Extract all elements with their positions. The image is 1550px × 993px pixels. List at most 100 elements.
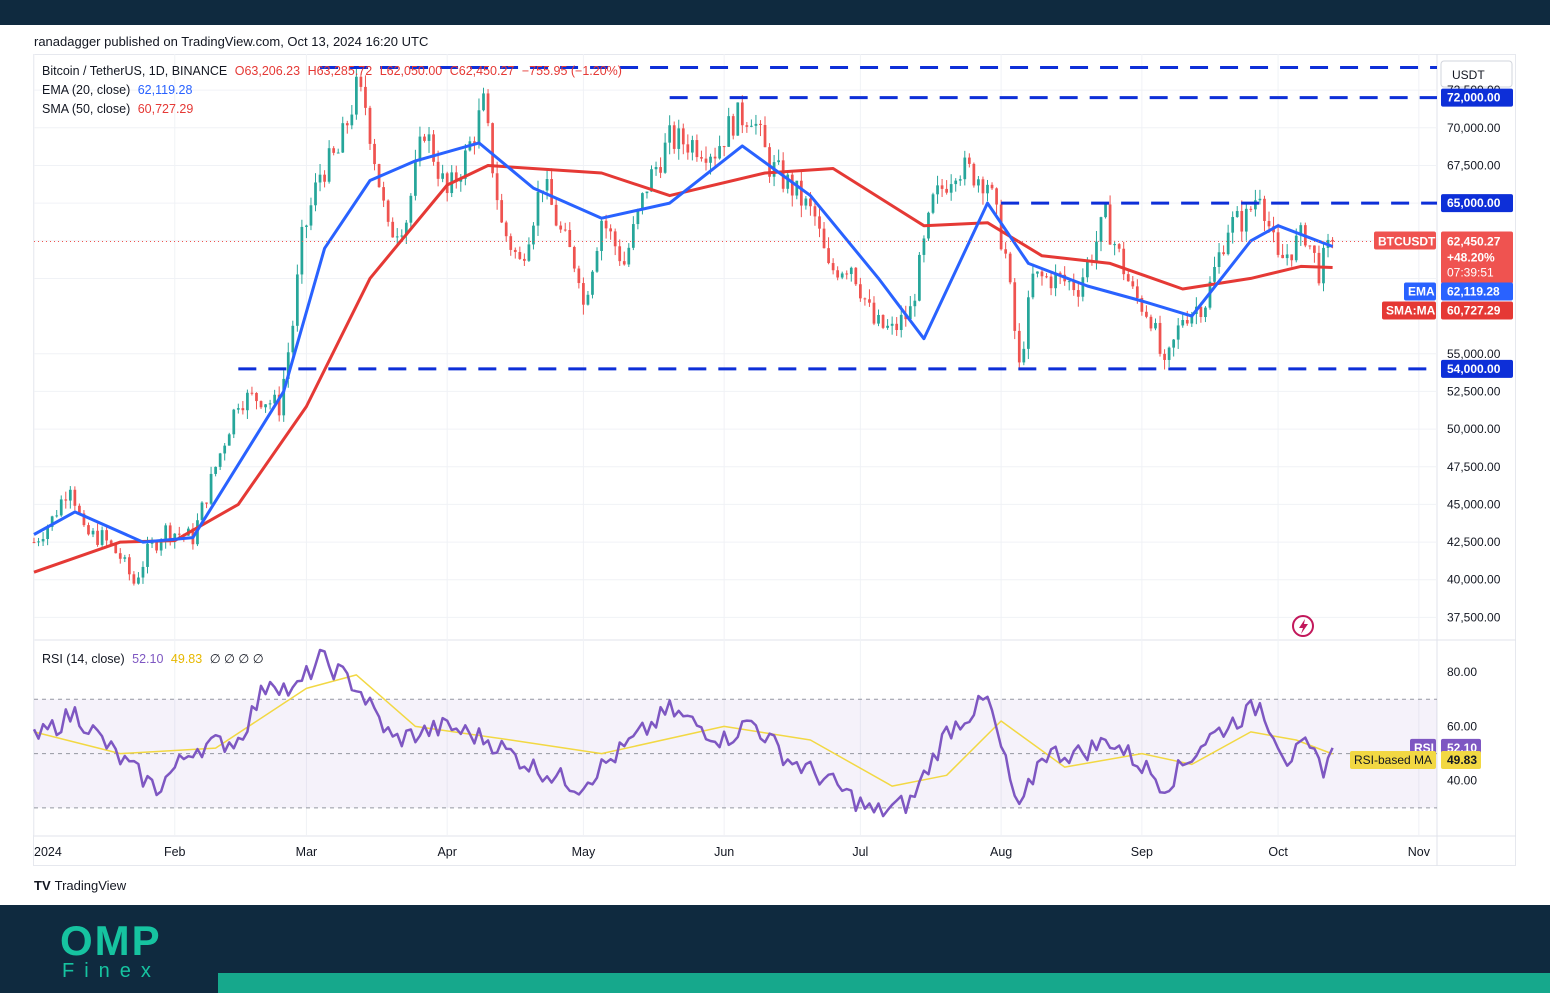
candle-body [250,392,254,394]
candle [482,87,485,112]
candle-body [868,299,871,303]
candle-body [241,408,245,411]
candle-body [364,86,367,108]
candle-body [1267,220,1271,227]
candle [695,134,699,162]
candle [295,264,299,332]
candle-body [604,220,608,229]
candle-body [922,238,926,255]
legend-ohlc: Bitcoin / TetherUS, 1D, BINANCE O63,206.… [42,64,626,78]
candle-body [1294,235,1298,261]
candle-body [1131,281,1135,287]
candle [1045,273,1048,279]
candle [218,452,222,470]
candle-body [227,434,231,446]
candle-body [150,542,154,544]
candle-body [709,156,712,163]
candle [123,554,127,563]
candle-body [1113,244,1116,246]
candle-body [918,254,921,301]
candle-body [1154,322,1157,329]
candle-body [173,533,177,541]
candle-body [1058,272,1062,275]
candle [582,277,585,315]
candle [1176,318,1180,349]
candle-body [482,93,485,111]
candle [859,277,862,302]
candle-body [954,180,958,185]
candle [759,120,762,137]
candle [427,127,431,153]
candle-body [768,147,771,177]
candle [977,176,980,193]
candle-body [1099,217,1103,242]
candle-body [822,228,826,249]
candle-body [1004,249,1008,254]
candle-body [1072,281,1076,291]
candle-body [291,325,295,353]
legend-ema: EMA (20, close) 62,119.28 [42,83,196,97]
candle [1145,305,1148,319]
candle [73,486,77,511]
candle [100,526,104,547]
candle-body [536,192,540,226]
time-label-may: May [572,845,596,859]
badge-54000: 54,000.00 [1447,362,1501,376]
candle [336,148,340,154]
legend-sma: SMA (50, close) 60,727.29 [42,102,197,116]
candle-body [445,173,449,194]
candle-body [91,530,95,535]
candle-body [945,188,948,193]
candle [386,199,390,227]
candle [645,191,649,199]
candle [373,138,376,171]
publisher-line: ranadagger published on TradingView.com,… [34,34,429,49]
candle-body [659,167,662,173]
candle-body [59,499,63,516]
candle [1240,200,1244,242]
candle-body [318,174,322,183]
candle-body [459,178,463,182]
candle-body [282,378,286,416]
candle [786,170,790,194]
candle [668,115,672,155]
candle [913,293,917,317]
legend-high: H63,285.72 [307,64,373,78]
candle [986,179,989,202]
candle [863,297,867,306]
candle [731,113,735,140]
candle-body [491,123,494,174]
candle-body [981,179,985,194]
candle [382,181,385,208]
candle [1149,314,1153,332]
candle-body [899,314,903,331]
candle [822,222,826,249]
candle [87,522,90,536]
candle-body [645,191,649,194]
candle [881,314,885,330]
candle [1217,243,1221,274]
candle [454,165,458,189]
lightning-icon-bolt [1299,619,1308,634]
candle [1222,245,1225,256]
rsi-tick-label: 60.00 [1447,719,1477,733]
tradingview-logo[interactable]: TV TradingView [34,878,126,893]
candle [463,143,467,186]
candle-body [877,314,880,324]
candle [940,178,944,197]
candle [718,135,721,160]
candle [96,523,99,547]
candle-body [1122,248,1126,275]
candle-body [1231,217,1235,233]
candle-body [436,161,440,179]
accent-stripe [218,973,1550,993]
price-tick-label: 52,500.00 [1447,384,1501,398]
candle-body [1076,290,1080,297]
candle-body [1222,252,1225,255]
candle-body [577,268,581,284]
candle-body [740,102,744,126]
top-banner [0,0,1550,25]
candle-body [427,134,431,141]
candle [332,146,336,156]
